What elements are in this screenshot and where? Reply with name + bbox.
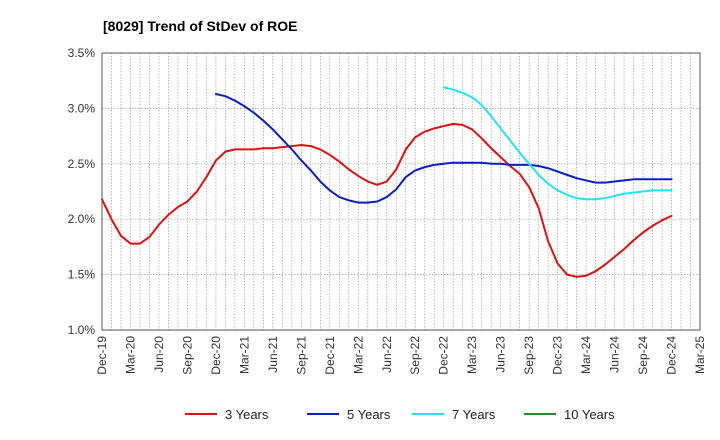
series-line-7-years xyxy=(442,86,673,201)
x-tick-label: Dec-21 xyxy=(323,336,337,375)
plot-border xyxy=(101,52,701,331)
plot-frame xyxy=(101,52,701,331)
x-tick-label: Dec-22 xyxy=(437,336,451,375)
x-tick-label: Dec-23 xyxy=(551,336,565,375)
plot-area xyxy=(102,53,700,330)
y-tick-label: 2.0% xyxy=(68,212,96,226)
legend: 3 Years 5 Years 7 Years 10 Years xyxy=(185,407,615,422)
x-tick-label: Mar-22 xyxy=(351,336,365,374)
y-tick-label: 3.5% xyxy=(68,46,96,60)
y-tick-label: 3.0% xyxy=(68,101,96,115)
x-tick-label: Mar-23 xyxy=(465,336,479,374)
y-tick-label: 1.0% xyxy=(68,323,96,337)
x-tick-label: Jun-23 xyxy=(494,336,508,373)
y-tick-label: 1.5% xyxy=(68,268,96,282)
x-tick-label: Dec-20 xyxy=(209,336,223,375)
legend-label: 7 Years xyxy=(452,407,496,422)
x-tick-label: Jun-20 xyxy=(152,336,166,373)
x-tick-label: Mar-25 xyxy=(693,336,707,374)
legend-label: 10 Years xyxy=(564,407,615,422)
x-tick-label: Mar-24 xyxy=(579,336,593,374)
x-tick-label: Mar-21 xyxy=(237,336,251,374)
y-axis: 1.0% 1.5% 2.0% 2.5% 3.0% 3.5% xyxy=(68,46,96,337)
plot-background xyxy=(102,53,700,330)
chart-title: [8029] Trend of StDev of ROE xyxy=(103,18,297,34)
x-tick-label: Sep-20 xyxy=(180,336,194,375)
series-line-3-years xyxy=(101,122,673,278)
series-layer xyxy=(101,86,673,278)
x-tick-label: Dec-19 xyxy=(95,336,109,375)
x-tick-label: Jun-22 xyxy=(380,336,394,373)
series-line-5-years xyxy=(214,93,673,204)
x-tick-label: Jun-24 xyxy=(608,336,622,373)
legend-label: 3 Years xyxy=(225,407,269,422)
x-tick-label: Dec-24 xyxy=(665,336,679,375)
x-tick-label: Sep-24 xyxy=(636,336,650,375)
x-tick-label: Mar-20 xyxy=(123,336,137,374)
x-tick-label: Sep-21 xyxy=(294,336,308,375)
x-tick-label: Jun-21 xyxy=(266,336,280,373)
x-tick-label: Sep-22 xyxy=(408,336,422,375)
y-tick-label: 2.5% xyxy=(68,157,96,171)
x-axis: Dec-19 Mar-20 Jun-20 Sep-20 Dec-20 Mar-21 Jun-… xyxy=(95,336,707,375)
legend-label: 5 Years xyxy=(347,407,391,422)
x-tick-label: Sep-23 xyxy=(522,336,536,375)
